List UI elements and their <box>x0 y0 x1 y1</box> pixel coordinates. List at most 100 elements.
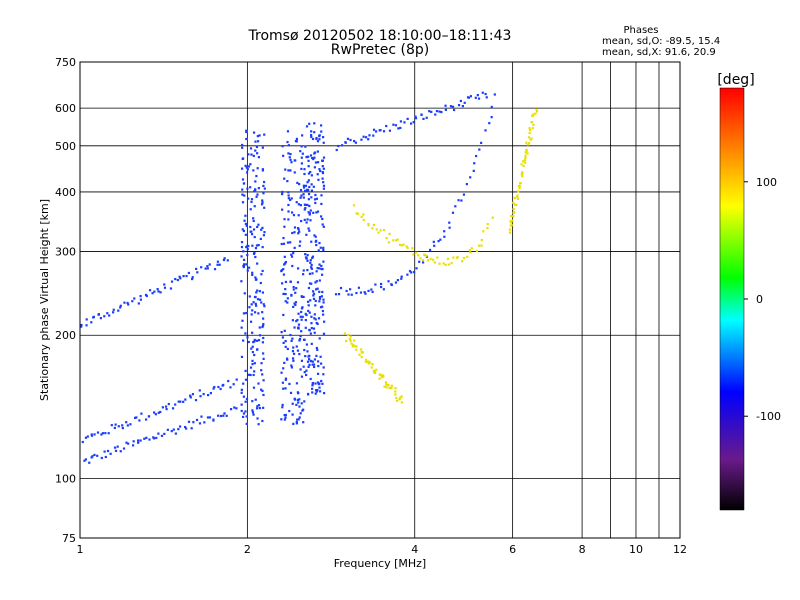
data-point <box>302 421 305 424</box>
data-point <box>465 182 468 186</box>
data-point <box>222 414 225 417</box>
data-point <box>240 167 244 170</box>
data-point <box>300 359 304 362</box>
data-point <box>522 164 525 168</box>
data-point <box>253 338 256 342</box>
y-tick-label: 75 <box>62 532 76 545</box>
data-point <box>212 387 215 390</box>
data-point <box>257 140 260 143</box>
data-point <box>309 209 312 212</box>
data-point <box>314 318 317 321</box>
data-point <box>310 189 314 192</box>
data-point <box>412 121 415 124</box>
data-point <box>296 391 299 394</box>
data-point <box>251 273 254 277</box>
data-point <box>312 211 315 214</box>
data-point <box>252 131 256 134</box>
data-point <box>421 259 425 262</box>
data-point <box>466 96 470 99</box>
data-point <box>316 381 320 384</box>
data-point <box>395 396 398 400</box>
data-point <box>349 138 352 142</box>
phases-stat-x: mean, sd,X: 91.6, 20.9 <box>602 47 716 58</box>
data-point <box>310 196 313 199</box>
data-point <box>316 210 320 213</box>
data-point <box>252 219 255 223</box>
data-point <box>245 415 248 418</box>
data-point <box>243 219 246 222</box>
data-point <box>314 392 317 395</box>
data-point <box>428 248 432 252</box>
data-point <box>316 287 319 290</box>
data-point <box>414 251 418 254</box>
data-point <box>481 91 484 94</box>
data-point <box>227 379 230 383</box>
data-point <box>302 186 306 189</box>
data-point <box>430 110 433 113</box>
data-point <box>314 240 317 243</box>
data-point <box>303 218 306 221</box>
data-point <box>322 392 326 395</box>
data-point <box>368 134 371 137</box>
data-point <box>289 158 292 161</box>
data-point <box>289 152 292 156</box>
data-point <box>387 241 390 244</box>
data-point <box>152 436 155 439</box>
data-point <box>256 167 259 170</box>
data-point <box>246 248 249 251</box>
data-point <box>486 226 489 230</box>
data-point <box>475 249 479 253</box>
data-point <box>316 372 320 375</box>
data-point <box>423 253 426 256</box>
data-point <box>282 268 285 271</box>
data-point <box>452 256 455 259</box>
data-point <box>387 383 390 387</box>
data-point <box>353 140 356 143</box>
data-point <box>318 300 321 303</box>
data-point <box>310 135 313 139</box>
data-point <box>512 201 515 204</box>
data-point <box>315 390 318 393</box>
data-point <box>260 369 263 372</box>
data-point <box>178 425 182 428</box>
data-point <box>249 230 252 233</box>
data-point <box>307 189 310 192</box>
data-point <box>318 279 321 282</box>
data-point <box>140 412 143 415</box>
data-point <box>103 315 106 318</box>
data-point <box>308 272 312 275</box>
data-point <box>251 411 255 414</box>
data-point <box>308 122 311 125</box>
data-point <box>281 192 284 196</box>
data-point <box>509 220 512 223</box>
data-point <box>243 194 246 197</box>
data-point <box>134 416 137 419</box>
data-point <box>281 336 285 339</box>
data-point <box>104 432 107 435</box>
data-point <box>318 382 321 385</box>
data-point <box>322 167 325 170</box>
data-point <box>349 288 352 291</box>
data-point <box>484 92 487 96</box>
data-point <box>191 276 194 279</box>
data-point <box>295 345 298 348</box>
data-point <box>107 432 110 435</box>
data-point <box>456 256 459 259</box>
data-point <box>254 180 257 183</box>
data-point <box>437 240 440 243</box>
data-point <box>260 273 263 276</box>
data-point <box>245 263 248 266</box>
data-point <box>293 231 296 234</box>
data-point <box>261 325 264 329</box>
data-point <box>184 398 187 401</box>
data-point <box>241 188 244 191</box>
data-point <box>247 373 250 376</box>
data-point <box>252 413 255 416</box>
data-point <box>322 332 326 335</box>
data-point <box>300 162 304 165</box>
data-point <box>262 192 265 195</box>
data-point <box>262 357 265 360</box>
data-point <box>296 318 299 322</box>
y-tick-label: 300 <box>55 245 76 258</box>
data-point <box>307 155 310 158</box>
